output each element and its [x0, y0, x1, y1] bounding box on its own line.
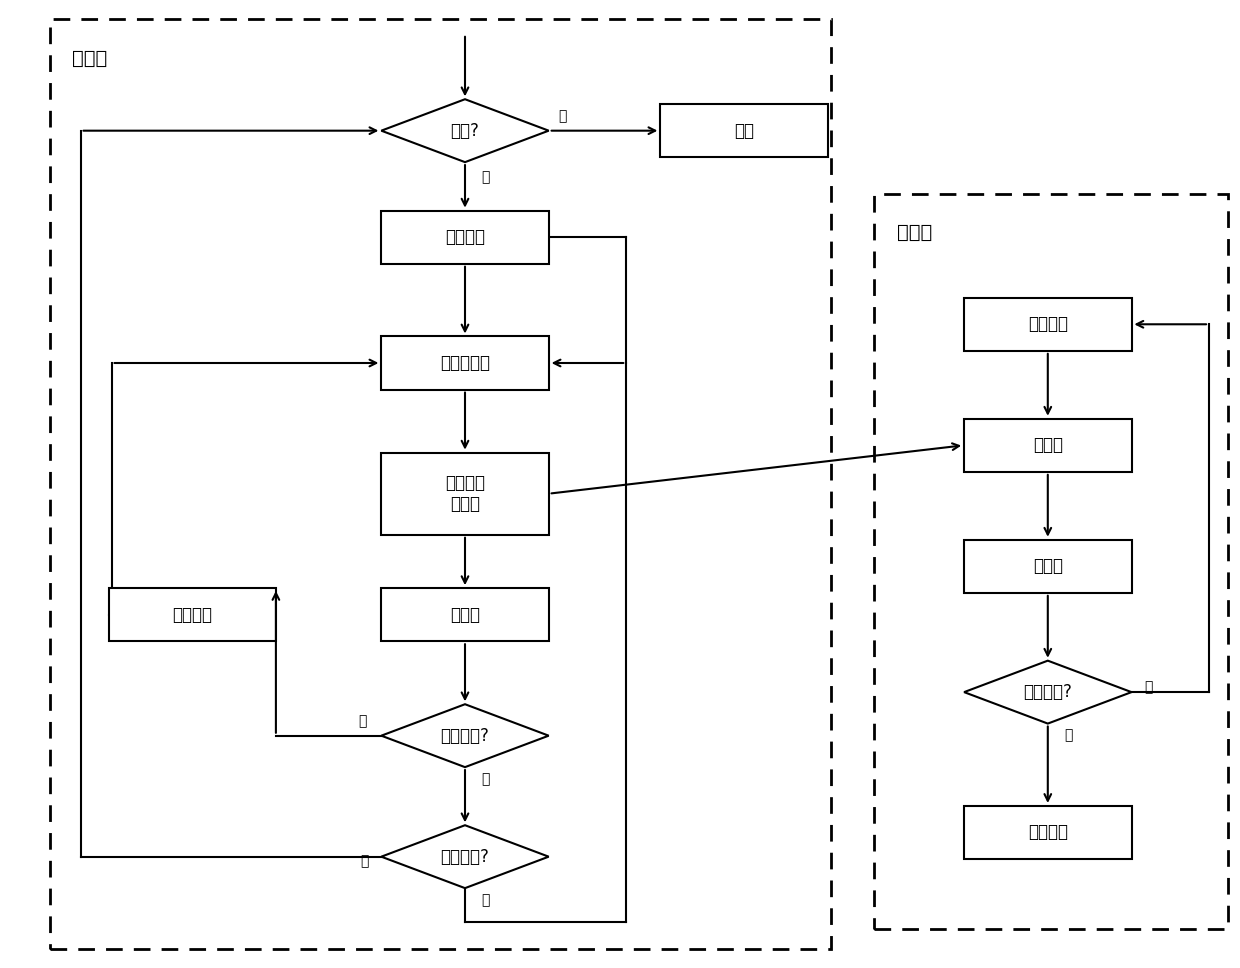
Text: 是: 是: [481, 772, 490, 786]
FancyBboxPatch shape: [382, 210, 549, 263]
Text: 等待数据: 等待数据: [1028, 316, 1068, 333]
Text: 否: 否: [558, 109, 567, 123]
Text: 下位机: 下位机: [897, 223, 931, 242]
Text: 否: 否: [358, 714, 367, 728]
Text: 是: 是: [481, 170, 490, 184]
Text: 是否尾行?: 是否尾行?: [440, 848, 490, 865]
Text: 是否尾行?: 是否尾行?: [1023, 683, 1073, 701]
Text: 是: 是: [481, 892, 490, 907]
Text: 显示图片: 显示图片: [1028, 824, 1068, 841]
Text: 读取图片: 读取图片: [445, 228, 485, 246]
Polygon shape: [382, 100, 549, 162]
Text: 否: 否: [361, 855, 370, 868]
Text: 接收行: 接收行: [1033, 437, 1063, 454]
FancyBboxPatch shape: [965, 540, 1131, 592]
Text: 校验通过?: 校验通过?: [440, 727, 490, 744]
Text: 结束: 结束: [734, 122, 754, 139]
FancyBboxPatch shape: [965, 805, 1131, 860]
Text: 否: 否: [1145, 681, 1152, 694]
FancyBboxPatch shape: [382, 453, 549, 534]
Text: 读取下一行: 读取下一行: [440, 354, 490, 372]
Text: 是: 是: [1064, 729, 1073, 742]
Text: 发送?: 发送?: [450, 122, 480, 139]
Polygon shape: [382, 705, 549, 767]
Polygon shape: [965, 660, 1131, 724]
FancyBboxPatch shape: [109, 589, 275, 641]
FancyBboxPatch shape: [660, 104, 828, 157]
Text: 接收行: 接收行: [450, 606, 480, 623]
FancyBboxPatch shape: [965, 297, 1131, 350]
Text: 上位机: 上位机: [72, 48, 107, 68]
Text: 存储行: 存储行: [1033, 558, 1063, 575]
FancyBboxPatch shape: [382, 336, 549, 389]
FancyBboxPatch shape: [965, 418, 1131, 471]
Text: 重置指针: 重置指针: [172, 606, 212, 623]
FancyBboxPatch shape: [382, 589, 549, 641]
Polygon shape: [382, 825, 549, 889]
Text: 加入信息
发送行: 加入信息 发送行: [445, 474, 485, 513]
